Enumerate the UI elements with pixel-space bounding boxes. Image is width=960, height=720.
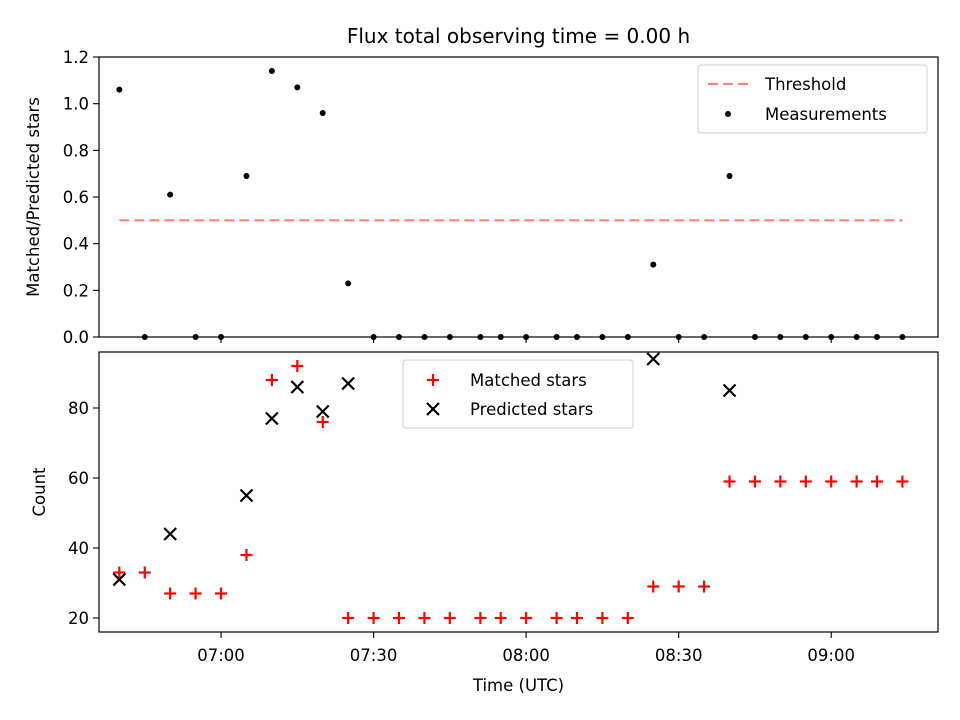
matched-point-8 [316, 416, 329, 428]
matched-point-3 [189, 587, 202, 600]
y-tick-label-bottom-3: 80 [68, 399, 89, 418]
legend-bottom-box [402, 359, 634, 429]
matched-point-11 [393, 612, 406, 624]
matched-point-28 [825, 475, 838, 488]
legend-matched-label: Matched stars [470, 371, 587, 390]
x-tick-label-3: 08:30 [655, 646, 703, 665]
x-tick-label-4: 09:00 [807, 646, 855, 665]
predicted-point-3 [265, 411, 279, 426]
matched-point-19 [596, 612, 609, 624]
matched-point-0 [113, 566, 126, 579]
legend-measurements-label: Measurements [765, 105, 887, 124]
y-tick-label-top-5: 1.0 [63, 95, 89, 114]
y-tick-label-top-6: 1.2 [63, 48, 89, 67]
matched-point-24 [723, 475, 736, 488]
matched-point-10 [367, 612, 380, 624]
x-tick-label-0: 07:00 [197, 646, 245, 665]
y-axis-ticks-bottom: 20 40 60 80 [68, 399, 99, 628]
matched-point-25 [748, 475, 761, 488]
matched-point-1 [138, 566, 151, 579]
matched-point-26 [774, 475, 787, 488]
y-tick-label-bottom-0: 20 [68, 609, 89, 628]
predicted-point-5 [315, 404, 330, 419]
matched-point-23 [698, 580, 711, 593]
matched-point-17 [550, 612, 563, 624]
x-axis-label: Time (UTC) [472, 676, 564, 695]
matched-point-21 [647, 580, 660, 593]
y-tick-label-top-3: 0.6 [63, 188, 89, 207]
bottom-axes-frame [98, 351, 939, 633]
legend-threshold-label: Threshold [764, 75, 846, 94]
matched-point-30 [870, 475, 883, 488]
predicted-point-0 [112, 572, 127, 587]
measurement-point-0 [116, 86, 123, 93]
y-tick-label-top-4: 0.8 [63, 141, 89, 160]
predicted-point-2 [239, 488, 254, 503]
matched-point-31 [896, 475, 909, 488]
legend-predicted-label: Predicted stars [470, 400, 593, 419]
matched-point-18 [570, 612, 583, 624]
legend-top-box [697, 64, 928, 134]
measurement-point-21 [650, 261, 657, 268]
matched-point-5 [240, 549, 253, 561]
measurement-point-6 [268, 68, 275, 74]
legend-measurements-swatch [725, 111, 731, 117]
x-axis-ticks-bottom: 07:00 07:30 08:00 08:30 09:00 [197, 632, 855, 665]
matched-point-20 [621, 612, 634, 624]
predicted-point-1 [163, 527, 177, 541]
matched-star-points [113, 360, 909, 624]
matched-point-7 [291, 360, 304, 372]
legend-matched-swatch [427, 374, 439, 386]
measurement-point-9 [345, 280, 352, 287]
predicted-point-8 [722, 383, 737, 398]
matched-point-12 [418, 612, 431, 624]
matched-point-16 [520, 612, 533, 624]
matched-point-14 [474, 612, 487, 624]
legend-predicted-swatch [426, 402, 440, 416]
x-tick-label-2: 08:00 [502, 646, 550, 665]
top-axes-frame [98, 56, 939, 338]
measurement-point-7 [294, 84, 301, 91]
y-tick-label-top-2: 0.4 [63, 235, 89, 254]
measurement-point-24 [726, 173, 733, 179]
measurements-panel: Flux total observing time = 0.00 h 0.00.… [24, 24, 939, 347]
y-axis-ticks-top: 0.0 0.2 0.4 0.6 0.8 1.0 1.2 [63, 48, 99, 347]
y-tick-label-bottom-1: 40 [68, 539, 89, 558]
matched-point-13 [443, 612, 456, 624]
matched-point-15 [494, 612, 507, 624]
y-axis-label-top: Matched/Predicted stars [24, 97, 43, 297]
matched-point-9 [342, 612, 355, 624]
y-axis-label-bottom: Count [30, 467, 49, 517]
legend-top: Threshold Measurements [697, 64, 928, 134]
x-tick-label-1: 07:30 [350, 646, 398, 665]
chart-title: Flux total observing time = 0.00 h [347, 24, 690, 48]
y-tick-label-top-0: 0.0 [63, 328, 89, 347]
matched-point-29 [850, 475, 863, 488]
predicted-point-7 [646, 352, 661, 366]
matched-point-6 [265, 374, 278, 386]
y-tick-label-top-1: 0.2 [63, 281, 89, 300]
matched-point-2 [164, 587, 177, 600]
predicted-point-4 [290, 380, 305, 394]
counts-panel: 20 40 60 80 07:00 07:30 08:00 08:30 09:00 Count… [30, 351, 939, 695]
matched-point-22 [672, 580, 685, 593]
legend-bottom: Matched stars Predicted stars [402, 359, 634, 429]
measurement-point-2 [167, 191, 174, 198]
measurement-point-8 [319, 110, 326, 116]
measurement-point-5 [243, 173, 250, 179]
predicted-star-points [112, 352, 737, 587]
matched-point-4 [215, 587, 228, 600]
predicted-point-6 [341, 376, 355, 391]
matched-point-27 [799, 475, 812, 488]
y-tick-label-bottom-2: 60 [68, 469, 89, 488]
